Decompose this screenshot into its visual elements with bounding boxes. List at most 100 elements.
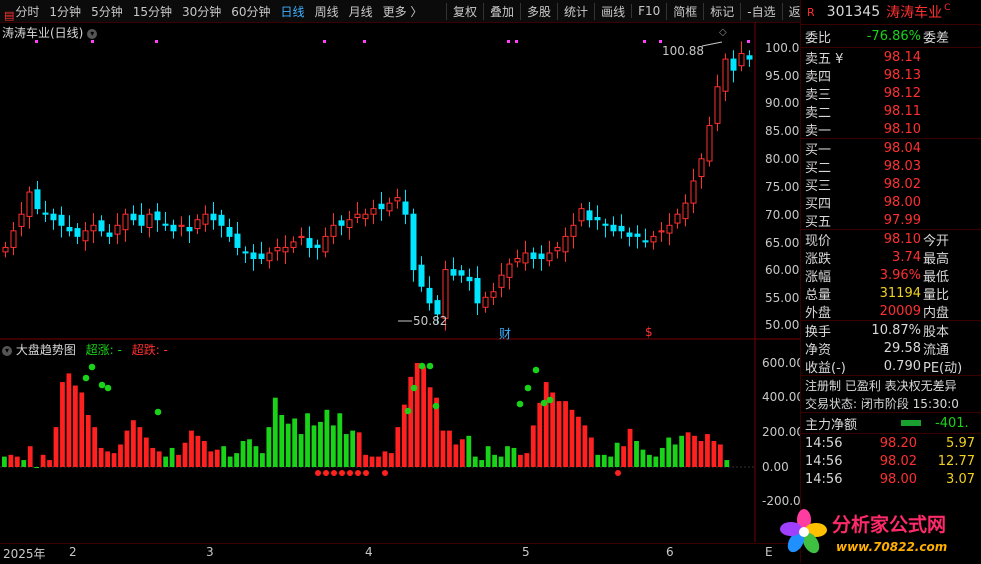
indicator-bar <box>363 454 368 467</box>
indicator-bar <box>518 454 523 467</box>
kline-chart[interactable] <box>0 22 800 542</box>
signal-mark <box>747 40 750 43</box>
price-axis-tick: 80.00 <box>765 152 800 166</box>
period-tab-monthly[interactable]: 月线 <box>348 4 373 19</box>
candle-body <box>626 232 633 237</box>
stat-row-label2: 流通 <box>923 342 950 358</box>
ask-row: 卖二 98.11 <box>801 102 981 121</box>
tick-list[interactable]: 14:56 98.20 5.97 14:56 98.02 12.77 14:56 98.00 3… <box>801 434 981 488</box>
period-tab-30min[interactable]: 30分钟 <box>181 4 222 19</box>
candle-body <box>442 269 449 319</box>
oversold-dot <box>615 470 621 476</box>
quote-row-label2: 最低 <box>923 269 950 285</box>
period-tab-daily[interactable]: 日线 <box>280 4 305 19</box>
indicator-bar <box>640 449 646 467</box>
price-axis-tick: 100.00 <box>765 41 807 55</box>
tool-toolbar: 复权 叠加 多股 统计 画线 F10 简框 标记 -自选 返回 <box>446 0 819 22</box>
overlay-button[interactable]: 叠加 <box>483 2 520 20</box>
indicator-bar <box>272 397 278 467</box>
indicator-bar <box>182 442 188 467</box>
oversold-dot <box>315 470 321 476</box>
candle-body <box>370 208 377 215</box>
quote-row-label2: 最高 <box>923 251 950 267</box>
chevron-down-icon[interactable]: ▾ <box>2 345 12 356</box>
indicator-bar <box>337 413 343 467</box>
indicator-bar <box>582 425 588 467</box>
candle-body <box>210 213 217 221</box>
candle-body <box>98 220 105 232</box>
candle-body <box>706 125 713 162</box>
price-axis-tick: 65.00 <box>765 236 800 250</box>
stock-title-text: 涛涛车业(日线) <box>2 26 84 40</box>
signal-mark <box>35 40 38 43</box>
bid-row-label: 买一 <box>805 142 832 158</box>
fundamental-stats: 换手 10.87% 股本 净资 29.58 流通 收益(-) 0.790 PE(动) <box>801 321 981 376</box>
candle-body <box>618 225 625 232</box>
period-tab-15min[interactable]: 15分钟 <box>132 4 172 19</box>
oversold-dot <box>323 470 329 476</box>
candle-body <box>418 264 425 287</box>
indicator-bar <box>156 451 162 467</box>
period-tab-60min[interactable]: 60分钟 <box>231 4 271 19</box>
candle-body <box>2 246 9 253</box>
indicator-axis-tick: 200.00 <box>762 425 804 439</box>
overbought-dot <box>540 399 548 407</box>
ask-row-value: 98.14 <box>883 49 921 65</box>
chevron-down-icon[interactable]: ▾ <box>87 28 98 39</box>
period-tab-weekly[interactable]: 周线 <box>314 4 339 19</box>
indicator-bar <box>318 421 323 467</box>
quote-row-value: 31194 <box>879 285 921 301</box>
remove-watchlist-button[interactable]: -自选 <box>740 2 781 20</box>
candle-body <box>154 211 161 221</box>
indicator-bar <box>131 420 136 467</box>
bid-book: 买一 98.04 买二 98.03 买三 98.02 买四 98.00 买五 97.99 <box>801 139 981 230</box>
time-axis-label: 2 <box>69 545 77 559</box>
indicator-axis-tick: 600.00 <box>762 356 804 370</box>
indicator-bar <box>98 447 104 467</box>
weicha-label: 委差 <box>923 30 950 46</box>
candle-body <box>338 220 345 226</box>
bid-row-label: 买四 <box>805 196 832 212</box>
candle-body <box>562 235 569 253</box>
multi-stock-button[interactable]: 多股 <box>520 2 557 20</box>
period-tab-fenshi[interactable]: 分时 <box>15 4 40 19</box>
indicator-bar <box>434 397 439 467</box>
stock-name[interactable]: 涛涛车业 <box>886 5 943 21</box>
stock-code[interactable]: 301345 <box>826 4 881 20</box>
indicator-bar <box>414 363 420 467</box>
indicator-bar <box>60 382 65 467</box>
event-marker[interactable]: $ <box>645 325 653 339</box>
simple-frame-button[interactable]: 简框 <box>666 2 703 20</box>
candle-body <box>722 58 729 92</box>
low-price-label: 50.82 <box>413 314 448 328</box>
menu-icon[interactable]: ▤ <box>4 8 15 22</box>
ask-row-value: 98.13 <box>883 67 921 83</box>
indicator-bar <box>266 427 272 467</box>
statistics-button[interactable]: 统计 <box>557 2 594 20</box>
finance-marker[interactable]: 财 <box>499 327 512 341</box>
indicator-bar <box>453 444 459 467</box>
period-tab-more[interactable]: 更多 〉 <box>382 4 423 19</box>
indicator-bar <box>47 460 52 467</box>
draw-line-button[interactable]: 画线 <box>594 2 631 20</box>
indicator-bar <box>647 454 652 467</box>
restore-rights-button[interactable]: 复权 <box>446 2 483 20</box>
candle-body <box>130 213 137 221</box>
watermark-name: 分析家公式网 <box>832 514 947 536</box>
mark-button[interactable]: 标记 <box>703 2 740 20</box>
candle-body <box>538 253 545 260</box>
ask-row: 卖三 98.12 <box>801 84 981 103</box>
candle-body <box>410 213 417 271</box>
indicator-bar <box>479 460 485 467</box>
quote-row-value: 3.96% <box>879 267 921 283</box>
indicator-bar <box>66 373 72 467</box>
diamond-icon[interactable]: ◇ <box>719 27 727 38</box>
f10-button[interactable]: F10 <box>631 4 666 18</box>
indicator-bar <box>459 439 465 467</box>
candle-body <box>530 252 537 260</box>
candle-body <box>490 291 497 298</box>
indicator-bar <box>285 423 291 467</box>
indicator-axis-tick: -200.00 <box>762 494 809 508</box>
period-tab-5min[interactable]: 5分钟 <box>91 4 123 19</box>
period-tab-1min[interactable]: 1分钟 <box>49 4 82 19</box>
